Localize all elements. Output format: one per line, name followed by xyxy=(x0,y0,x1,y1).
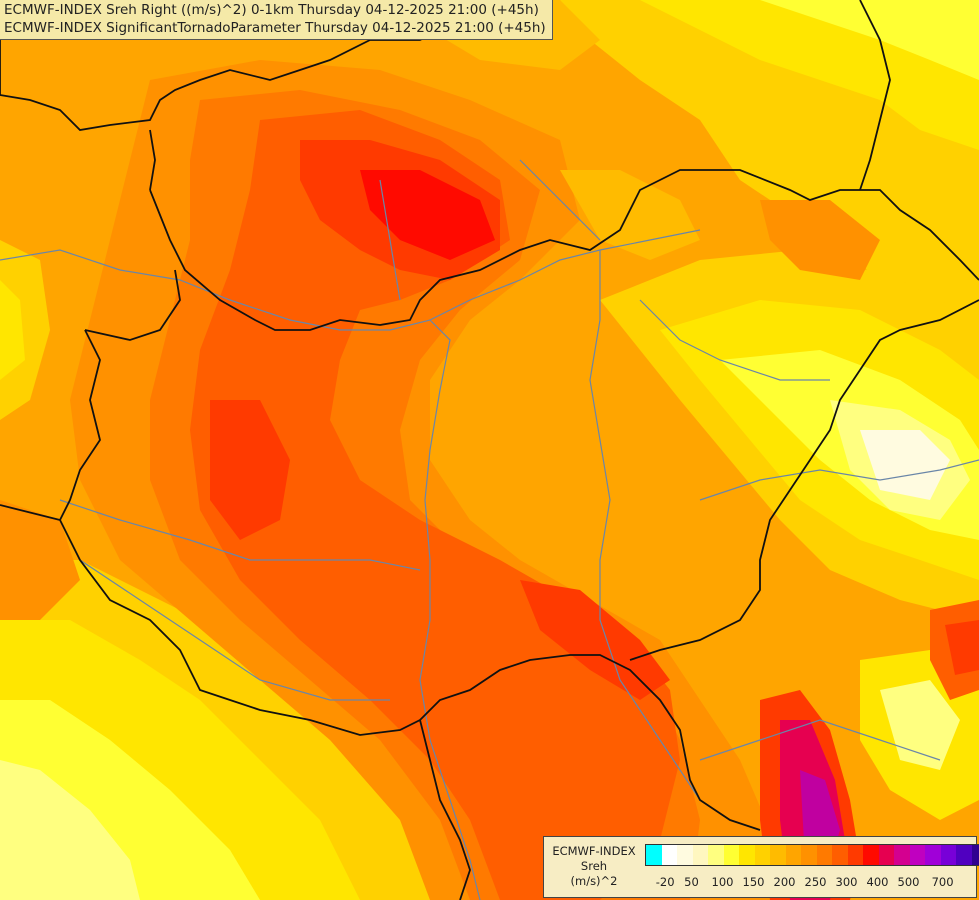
legend-swatch xyxy=(801,845,817,865)
legend-tick-label: 200 xyxy=(773,875,796,889)
legend-swatch xyxy=(739,845,755,865)
legend-tick-labels: -20 50 100 150 200 250 300 400 500 700 xyxy=(645,875,975,891)
legend-swatch xyxy=(832,845,848,865)
legend-swatch xyxy=(971,845,979,865)
legend-tick-label: 150 xyxy=(742,875,765,889)
legend-swatch xyxy=(770,845,786,865)
legend-tick-label: 50 xyxy=(684,875,699,889)
legend-swatch xyxy=(863,845,879,865)
legend-swatch xyxy=(661,845,677,865)
rivers xyxy=(0,159,979,900)
legend-tick-label: 700 xyxy=(931,875,954,889)
legend-swatch xyxy=(723,845,739,865)
legend-swatch xyxy=(754,845,770,865)
legend-swatch xyxy=(677,845,693,865)
legend-label: ECMWF-INDEX Sreh (m/s)^2 xyxy=(546,844,642,889)
legend-tick-label: 400 xyxy=(866,875,889,889)
legend-tick-label: 500 xyxy=(897,875,920,889)
legend-swatch xyxy=(816,845,832,865)
legend-color-bar xyxy=(645,844,979,866)
legend-swatch xyxy=(847,845,863,865)
legend-tick-label: 250 xyxy=(804,875,827,889)
title-line-1: ECMWF-INDEX Sreh Right ((m/s)^2) 0-1km T… xyxy=(4,2,539,18)
legend-source: ECMWF-INDEX xyxy=(552,844,636,858)
legend-swatch xyxy=(956,845,972,865)
legend-tick-label: 300 xyxy=(835,875,858,889)
legend-swatch xyxy=(940,845,956,865)
color-legend: ECMWF-INDEX Sreh (m/s)^2 -20 50 100 150 200 2… xyxy=(543,836,979,898)
title-line-2: ECMWF-INDEX SignificantTornadoParameter … xyxy=(4,20,546,36)
legend-swatch xyxy=(925,845,941,865)
legend-swatch xyxy=(692,845,708,865)
legend-unit: (m/s)^2 xyxy=(570,874,618,888)
legend-swatch xyxy=(909,845,925,865)
legend-parameter: Sreh xyxy=(580,859,608,873)
legend-swatch xyxy=(878,845,894,865)
legend-swatch xyxy=(785,845,801,865)
legend-tick-label: 100 xyxy=(711,875,734,889)
legend-swatch xyxy=(894,845,910,865)
legend-swatch xyxy=(708,845,724,865)
legend-tick-label: -20 xyxy=(655,875,675,889)
map-title-box: ECMWF-INDEX Sreh Right ((m/s)^2) 0-1km T… xyxy=(0,0,553,40)
legend-swatch xyxy=(646,845,662,865)
